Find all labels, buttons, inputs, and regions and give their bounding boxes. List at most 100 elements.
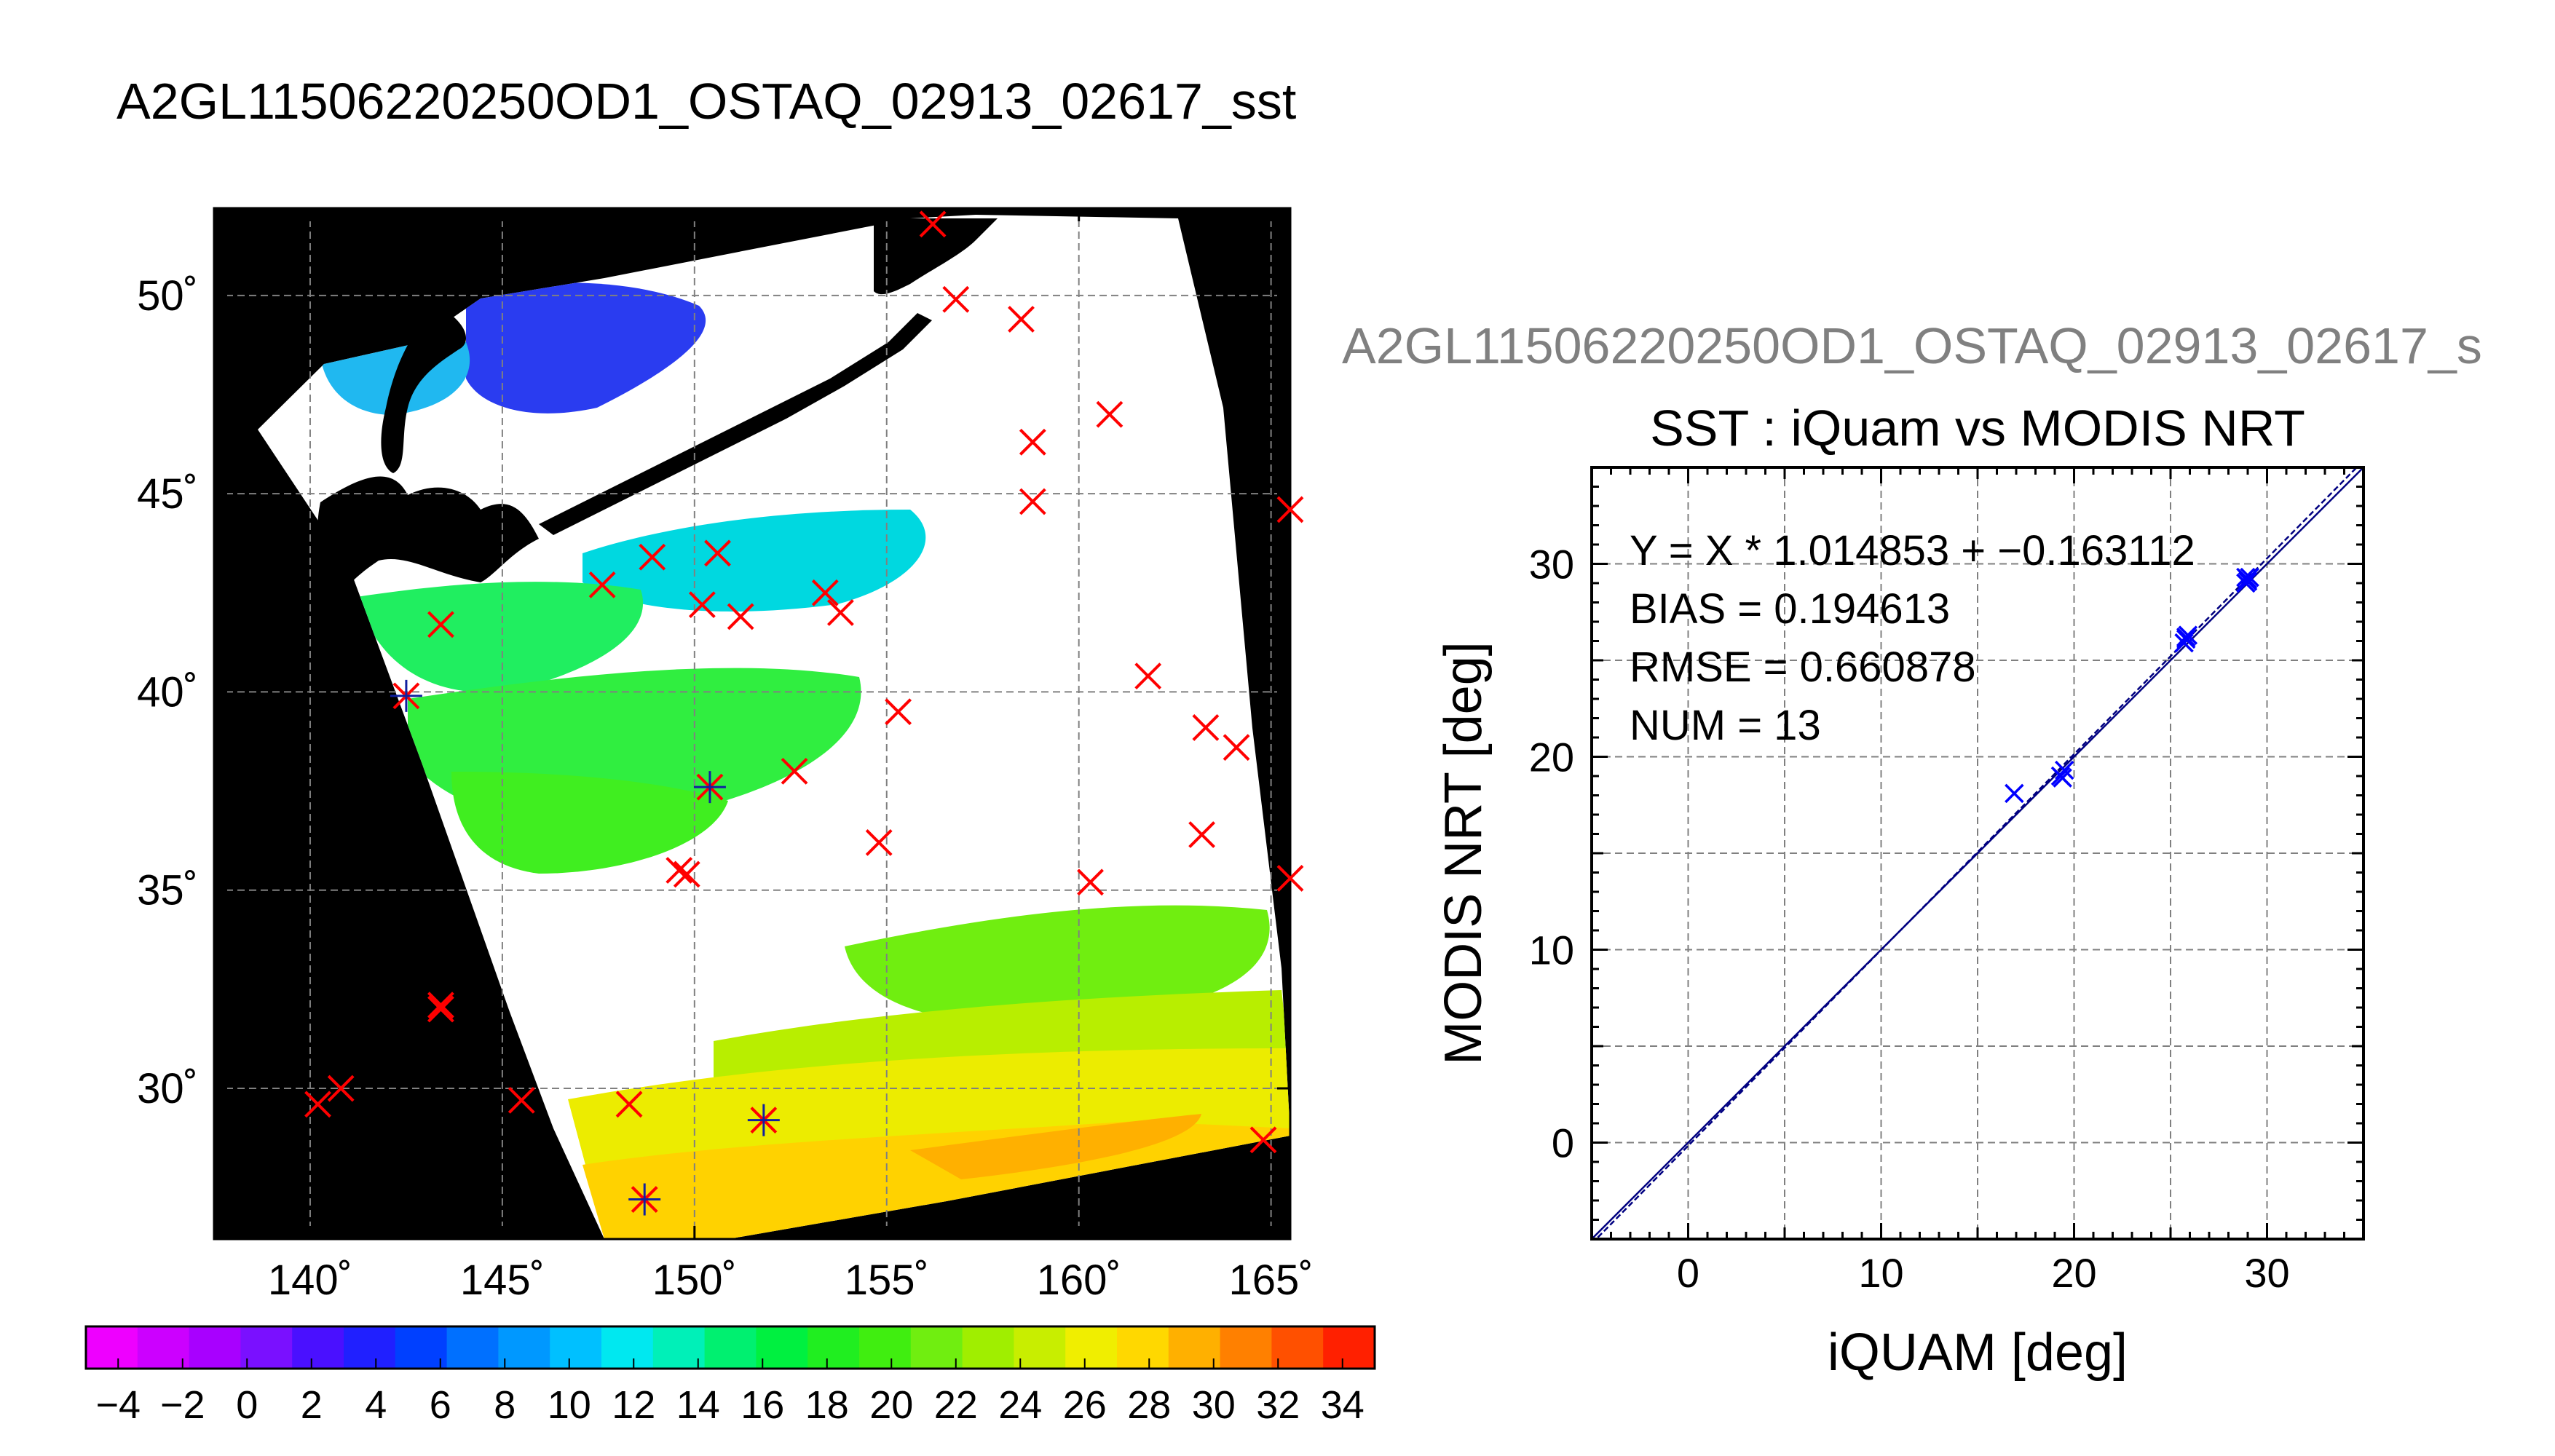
colorbar-swatch — [446, 1326, 499, 1369]
colorbar-tick-label: 20 — [869, 1383, 913, 1427]
buoy-marker — [639, 543, 666, 571]
sst-patch-green-42 — [357, 582, 644, 693]
colorbar-swatch — [189, 1326, 241, 1369]
sst-patch-green-32 — [845, 905, 1270, 1024]
land-kurils — [539, 313, 932, 535]
x-axis-label: iQUAM [deg] — [1828, 1324, 2128, 1382]
colorbar-tick-label: 32 — [1256, 1383, 1300, 1427]
colorbar-swatch — [1271, 1326, 1324, 1369]
y-tick-label: 0 — [1552, 1120, 1574, 1166]
buoy-marker — [826, 599, 854, 626]
buoy-marker — [1223, 734, 1250, 761]
buoy-marker — [1249, 1126, 1277, 1154]
lon-tick-label: 155˚ — [845, 1257, 929, 1304]
colorbar-tick-label: 16 — [741, 1383, 784, 1427]
land-kamchatka — [874, 218, 998, 295]
y-tick-label: 10 — [1529, 927, 1574, 973]
colorbar-swatch — [1168, 1326, 1221, 1369]
buoy-marker — [588, 571, 616, 598]
lon-tick-labels: 140˚ 145˚ 150˚ 155˚ 160˚ 165˚ — [268, 1257, 1314, 1304]
colorbar-tick-label: 10 — [548, 1383, 591, 1427]
buoy-marker — [628, 1183, 661, 1216]
stats-annotation: BIAS = 0.194613 — [1630, 585, 1950, 633]
buoy-marker — [427, 995, 454, 1023]
buoy-marker — [390, 679, 422, 712]
sst-colorbar — [84, 1325, 1376, 1370]
colorbar-frame — [84, 1325, 1376, 1370]
y-tick-label: 30 — [1529, 542, 1574, 587]
colorbar-swatch — [910, 1326, 963, 1369]
lat-tick-label: 40˚ — [137, 668, 198, 716]
x-tick-label: 10 — [1858, 1250, 1903, 1296]
buoy-marker — [1192, 714, 1220, 741]
buoy-marker — [942, 285, 970, 313]
colorbar-swatch — [1220, 1326, 1272, 1369]
buoy-marker — [811, 579, 839, 606]
scatter-file-title: A2GL11506220250OD1_OSTAQ_02913_02617_s — [1342, 317, 2482, 374]
colorbar-tick-label: −4 — [95, 1383, 141, 1427]
main-title: A2GL11506220250OD1_OSTAQ_02913_02617_sst — [117, 73, 1297, 130]
buoy-marker — [747, 1104, 780, 1136]
scatter-point — [2236, 573, 2256, 593]
land-sakhalin — [381, 306, 466, 473]
buoy-marker — [1019, 428, 1046, 456]
buoy-marker — [304, 1091, 331, 1118]
chart-title: SST : iQuam vs MODIS NRT — [1650, 400, 2305, 456]
chart-tick-marks — [1590, 466, 2365, 1241]
lon-tick-label: 165˚ — [1229, 1257, 1314, 1304]
colorbar-swatch — [1117, 1326, 1169, 1369]
x-tick-label: 0 — [1677, 1250, 1699, 1296]
y-axis-label: MODIS NRT [deg] — [1434, 641, 1493, 1065]
buoy-marker — [327, 1075, 355, 1102]
buoy-marker — [1134, 662, 1162, 690]
colorbar-swatch — [498, 1326, 550, 1369]
colorbar-tick-label: 18 — [805, 1383, 849, 1427]
colorbar-swatch — [704, 1326, 757, 1369]
buoy-marker — [865, 828, 893, 856]
colorbar-tick-label: −2 — [160, 1383, 205, 1427]
colorbar-swatch — [240, 1326, 293, 1369]
buoy-marker — [693, 771, 726, 804]
identity-line — [1592, 467, 2364, 1239]
buoy-marker — [615, 1091, 643, 1118]
scatter-point — [2174, 633, 2194, 653]
scatter-points — [2005, 567, 2259, 804]
sst-patch-cold-north — [466, 282, 706, 414]
fit-lines — [1592, 467, 2364, 1239]
colorbar-tick-label: 26 — [1063, 1383, 1107, 1427]
buoy-marker — [1008, 306, 1035, 333]
buoy-marker — [919, 210, 947, 238]
lat-tick-label: 50˚ — [137, 272, 198, 320]
stats-annotation: Y = X * 1.014853 + −0.163112 — [1630, 527, 2195, 574]
colorbar-swatch — [859, 1326, 912, 1369]
map-tick-marks — [214, 208, 1290, 1239]
colorbar-swatch — [137, 1326, 190, 1369]
scatter-point — [2053, 768, 2072, 788]
colorbar-swatch — [1014, 1326, 1066, 1369]
land-hokkaido — [317, 476, 539, 604]
sst-patch-teal-42 — [583, 510, 926, 612]
colorbar-swatch — [86, 1326, 138, 1369]
colorbar-tick-label: 4 — [365, 1383, 387, 1427]
colorbar-tick-label: 28 — [1127, 1383, 1171, 1427]
colorbar-tick-label: 8 — [494, 1383, 516, 1427]
colorbar-swatch — [1323, 1326, 1375, 1369]
colorbar-swatch — [1065, 1326, 1118, 1369]
colorbar-swatch — [344, 1326, 396, 1369]
buoy-marker — [673, 860, 700, 888]
lon-tick-label: 145˚ — [460, 1257, 545, 1304]
colorbar-swatch — [395, 1326, 448, 1369]
scatter-point — [2055, 760, 2074, 780]
colorbar-tick-label: 2 — [301, 1383, 323, 1427]
buoy-marker — [1096, 400, 1124, 428]
lon-tick-label: 160˚ — [1037, 1257, 1121, 1304]
buoy-marker — [727, 603, 754, 630]
buoy-marker — [1077, 869, 1104, 896]
stats-annotation: NUM = 13 — [1630, 702, 1821, 749]
scatter-point — [2005, 783, 2024, 804]
lon-tick-label: 150˚ — [652, 1257, 737, 1304]
colorbar-tick-label: 34 — [1321, 1383, 1365, 1427]
colorbar-tick-label: 24 — [998, 1383, 1042, 1427]
lat-tick-labels: 50˚ 45˚ 40˚ 35˚ 30˚ — [137, 272, 198, 1112]
